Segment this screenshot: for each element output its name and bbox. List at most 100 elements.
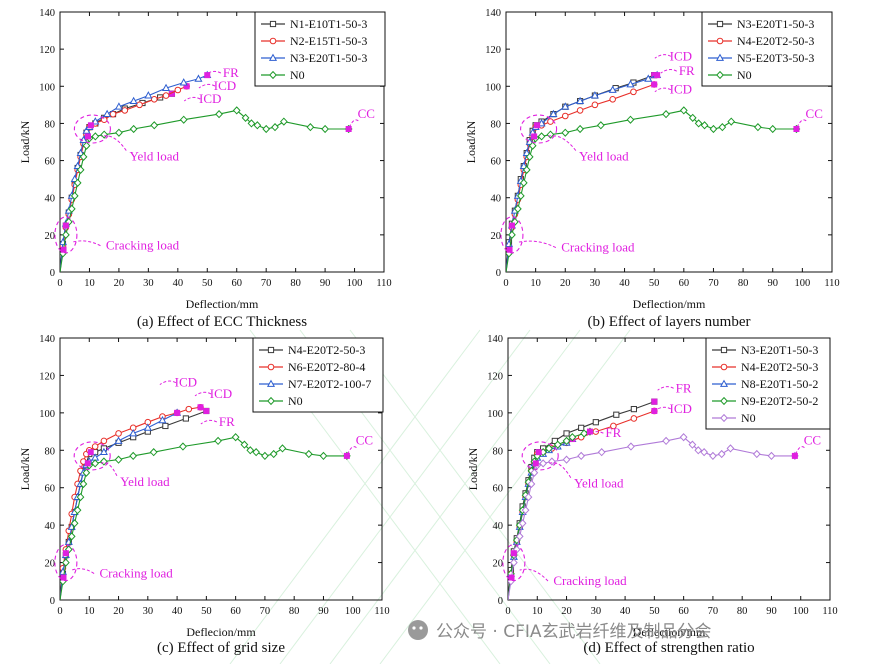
legend-entry: N0 [259, 394, 303, 408]
annotation-arrow [548, 462, 572, 478]
legend-marker [720, 396, 728, 406]
annotation-fr: FR [676, 380, 692, 395]
x-tick-label: 50 [201, 606, 212, 617]
key-load-point [508, 574, 515, 581]
legend-marker [269, 20, 277, 28]
legend-label: N2-E15T1-50-3 [290, 34, 367, 48]
data-point [694, 119, 703, 128]
failure-point-marker [203, 407, 210, 414]
data-point [527, 479, 536, 489]
annotation-arrow [183, 96, 201, 102]
legend-marker [716, 20, 724, 28]
data-point [91, 443, 99, 450]
data-point [150, 95, 158, 103]
data-point [76, 148, 85, 157]
data-point [518, 519, 527, 528]
legend-marker [269, 70, 277, 80]
annotation-arrow [348, 119, 359, 130]
legend-entry: N9-E20T2-50-2 [712, 394, 818, 408]
legend-label: N4-E20T2-50-3 [741, 360, 818, 374]
annotation-fr: FR [605, 425, 621, 440]
x-tick-label: 60 [230, 606, 241, 617]
annotation-arrow [101, 135, 127, 151]
annotation-arrow [587, 431, 604, 436]
chart-panel-d: 0 10 20 30 40 50 60 70 80 90 100 110 0 20 40 60 80 100 120… [466, 334, 838, 656]
y-tick-label: 80 [45, 446, 56, 457]
data-point [129, 96, 138, 105]
data-point [576, 96, 585, 105]
x-tick-label: 90 [766, 606, 777, 617]
data-point [576, 124, 584, 134]
legend-marker [716, 70, 724, 80]
chart-panel-c: 0 10 20 30 40 50 60 70 80 90 100 110 0 20 40 60 80 100 120… [18, 334, 390, 656]
series-line [508, 436, 795, 600]
annotations: FR ICD FR CC Yeld load Cracking load [519, 380, 821, 588]
key-load-markers [54, 114, 111, 254]
key-load-markers [500, 114, 558, 254]
data-point [561, 102, 570, 110]
legend-marker [720, 413, 728, 423]
data-point [679, 106, 688, 115]
annotation-icd: ICD [670, 82, 692, 97]
legend-label: N0 [737, 68, 752, 82]
annotation-icd: ICD [670, 401, 692, 416]
data-point [73, 506, 82, 515]
x-tick-label: 50 [649, 606, 660, 617]
x-tick-label: 40 [620, 606, 631, 617]
key-load-markers [502, 441, 559, 582]
key-load-point [84, 460, 91, 467]
data-point [179, 78, 188, 86]
data-point [630, 415, 638, 422]
data-point [546, 130, 555, 139]
data-point [515, 532, 524, 541]
y-tick-label: 60 [45, 484, 56, 495]
x-tick-label: 90 [767, 278, 778, 289]
data-point [519, 178, 528, 187]
data-point [718, 123, 727, 132]
data-point [700, 121, 709, 130]
data-point [174, 86, 182, 94]
legend-entry: N8-E20T1-50-2 [712, 377, 818, 391]
data-point [321, 124, 329, 134]
x-tick-label: 70 [261, 278, 272, 289]
data-point [525, 152, 534, 161]
failure-point-marker [174, 409, 181, 416]
data-point [563, 430, 570, 437]
data-point [561, 128, 570, 137]
failure-point-marker [651, 407, 658, 414]
annotation-icd: ICD [175, 375, 197, 390]
data-point [67, 532, 76, 541]
legend-entry: N7-E20T2-100-7 [259, 377, 371, 391]
x-tick-label: 80 [737, 606, 748, 617]
data-point [524, 492, 533, 502]
annotation-yeld-load: Yeld load [120, 474, 170, 489]
x-tick-label: 100 [347, 278, 363, 289]
data-point [644, 74, 653, 82]
data-point [109, 110, 117, 118]
annotation-arrow [654, 54, 672, 59]
data-point [537, 132, 546, 141]
data-point [319, 451, 328, 461]
data-point [754, 123, 762, 132]
yield-load-ellipse [520, 114, 558, 144]
data-point [129, 429, 138, 437]
legend-marker [269, 37, 277, 45]
key-load-point [508, 222, 515, 229]
data-point [580, 429, 588, 438]
x-tick-label: 80 [290, 278, 301, 289]
key-load-point [87, 449, 94, 456]
data-point [525, 137, 534, 145]
x-tick-label: 70 [708, 606, 719, 617]
data-point [231, 433, 240, 442]
chart-panel-a: 0 10 20 30 40 50 60 70 80 90 100 110 0 20 40 60 80 100 120… [18, 8, 392, 330]
key-load-point [87, 122, 94, 129]
data-point [82, 468, 91, 477]
legend-entry: N0 [712, 411, 756, 425]
y-tick-label: 20 [45, 231, 56, 242]
annotation-arrow [795, 119, 807, 130]
cracking-load-ellipse [54, 544, 78, 582]
data-point [700, 448, 709, 457]
data-point [271, 123, 279, 132]
x-axis-label: Deflection/mm [186, 297, 259, 311]
